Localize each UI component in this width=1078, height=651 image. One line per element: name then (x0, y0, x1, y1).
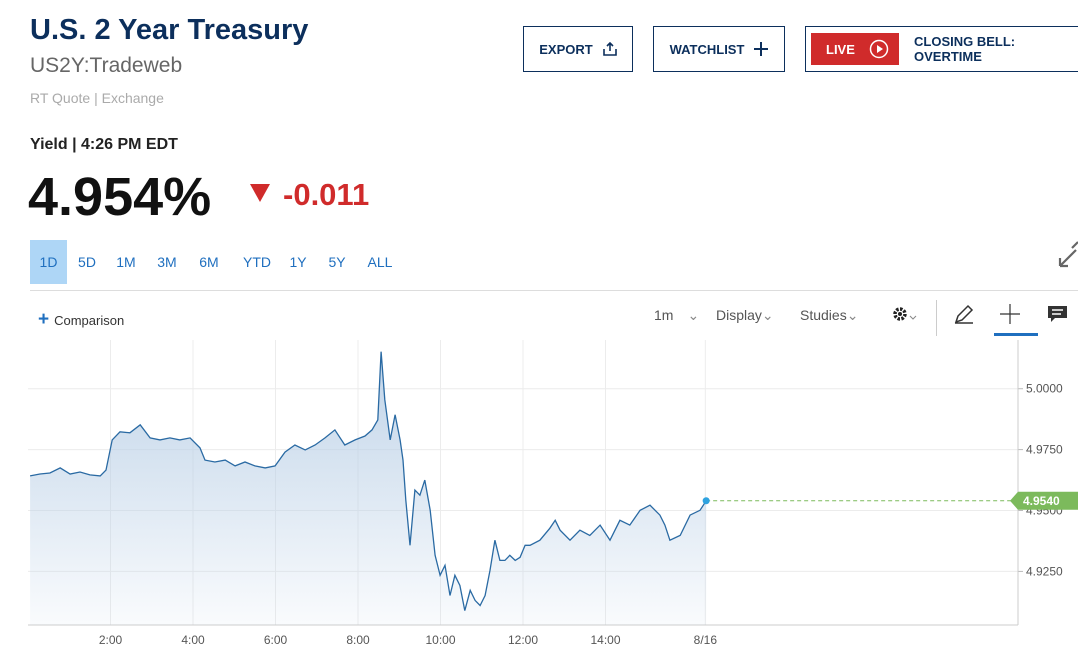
x-tick-label: 6:00 (264, 633, 288, 647)
title: U.S. 2 Year Treasury (30, 14, 309, 46)
comment-icon[interactable] (1047, 305, 1069, 323)
range-tab[interactable]: YTD (243, 254, 271, 270)
live-button[interactable]: LIVE CLOSING BELL: OVERTIME (805, 26, 1078, 72)
live-label: LIVE (826, 41, 855, 57)
crosshair-active (994, 333, 1038, 336)
y-tick-label: 5.0000 (1026, 382, 1063, 396)
x-tick-label: 8:00 (346, 633, 370, 647)
crosshair-icon[interactable] (998, 302, 1022, 326)
play-icon (869, 39, 889, 59)
plus-icon (754, 42, 769, 56)
x-tick-label: 8/16 (694, 633, 718, 647)
line (29, 351, 707, 611)
x-tick-label: 14:00 (590, 633, 620, 647)
range-tab[interactable]: 5Y (328, 254, 346, 270)
toolbar-divider (936, 300, 937, 336)
quote-label: Yield | 4:26 PM EDT (30, 136, 178, 153)
comparison-button[interactable]: + Comparison (38, 309, 125, 330)
range-tab[interactable]: 1M (116, 254, 136, 270)
quote-source: RT Quote | Exchange (30, 90, 164, 106)
x-tick-label: 10:00 (425, 633, 455, 647)
studies-label: Studies (800, 307, 847, 323)
range-tab[interactable]: ALL (367, 254, 393, 270)
down-arrow (250, 184, 270, 202)
area (30, 351, 707, 625)
range-tab[interactable]: 3M (157, 254, 177, 270)
price: 4.954% (28, 167, 212, 227)
interval-label: 1m (654, 307, 674, 323)
display-menu[interactable]: Display⌄ (716, 307, 774, 323)
symbol: US2Y:Tradeweb (30, 54, 183, 77)
export-icon (602, 42, 617, 56)
divider (30, 290, 1078, 291)
x-tick-label: 2:00 (99, 633, 123, 647)
expand-icon[interactable] (1058, 240, 1078, 268)
x-tick-label: 4:00 (181, 633, 205, 647)
range-tab[interactable]: 5D (78, 254, 96, 270)
settings-icon[interactable] (890, 304, 920, 326)
export-button[interactable]: EXPORT (523, 26, 633, 72)
last-point (702, 497, 710, 505)
studies-menu[interactable]: Studies⌄ (800, 307, 859, 323)
x-tick-label: 12:00 (508, 633, 538, 647)
last-value-badge (1010, 491, 1078, 510)
live-badge: LIVE (811, 33, 899, 65)
watchlist-label: WATCHLIST (669, 41, 745, 57)
change: -0.011 (283, 177, 370, 212)
watchlist-button[interactable]: WATCHLIST (653, 26, 785, 72)
comparison-label: Comparison (54, 313, 125, 328)
y-tick-label: 4.9250 (1026, 564, 1063, 578)
live-show: CLOSING BELL: OVERTIME (914, 34, 1016, 64)
draw-icon[interactable] (953, 303, 975, 325)
last-value-label: 4.9540 (1023, 494, 1060, 508)
interval-menu[interactable]: 1m ⌄ (654, 307, 700, 323)
export-label: EXPORT (539, 41, 593, 57)
display-label: Display (716, 307, 762, 323)
y-tick-label: 4.9750 (1026, 443, 1063, 457)
range-tab[interactable]: 6M (199, 254, 219, 270)
range-tab[interactable]: 1D (30, 240, 67, 284)
range-tab[interactable]: 1Y (289, 254, 307, 270)
